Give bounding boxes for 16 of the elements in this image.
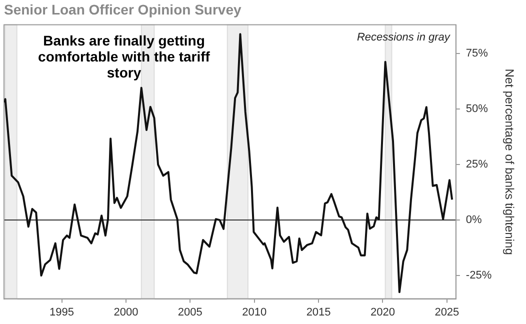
y2-axis-title: Net percentage of banks tightening xyxy=(502,68,516,255)
x-tick-label: 2005 xyxy=(178,306,202,318)
annotation: Recessions in gray xyxy=(356,31,452,44)
x-tick-label: 2025 xyxy=(434,306,460,318)
x-tick-label: 2000 xyxy=(114,306,138,318)
chart-title: Senior Loan Officer Opinion Survey xyxy=(4,1,242,18)
x-tick-label: 1995 xyxy=(50,306,74,318)
y2-tick-label: 75% xyxy=(466,48,488,60)
y2-tick-label: 25% xyxy=(466,158,488,171)
y2-tick-label: 0% xyxy=(466,214,482,226)
y2-tick-label: -25% xyxy=(466,270,492,282)
annotation: Banks are finally getting comfortable with the tariff story xyxy=(38,32,210,81)
x-tick-label: 2010 xyxy=(242,306,267,318)
x-tick-label: 2015 xyxy=(306,306,331,318)
x-tick-label: 2020 xyxy=(370,306,395,318)
y2-tick-label: 50% xyxy=(466,103,488,116)
